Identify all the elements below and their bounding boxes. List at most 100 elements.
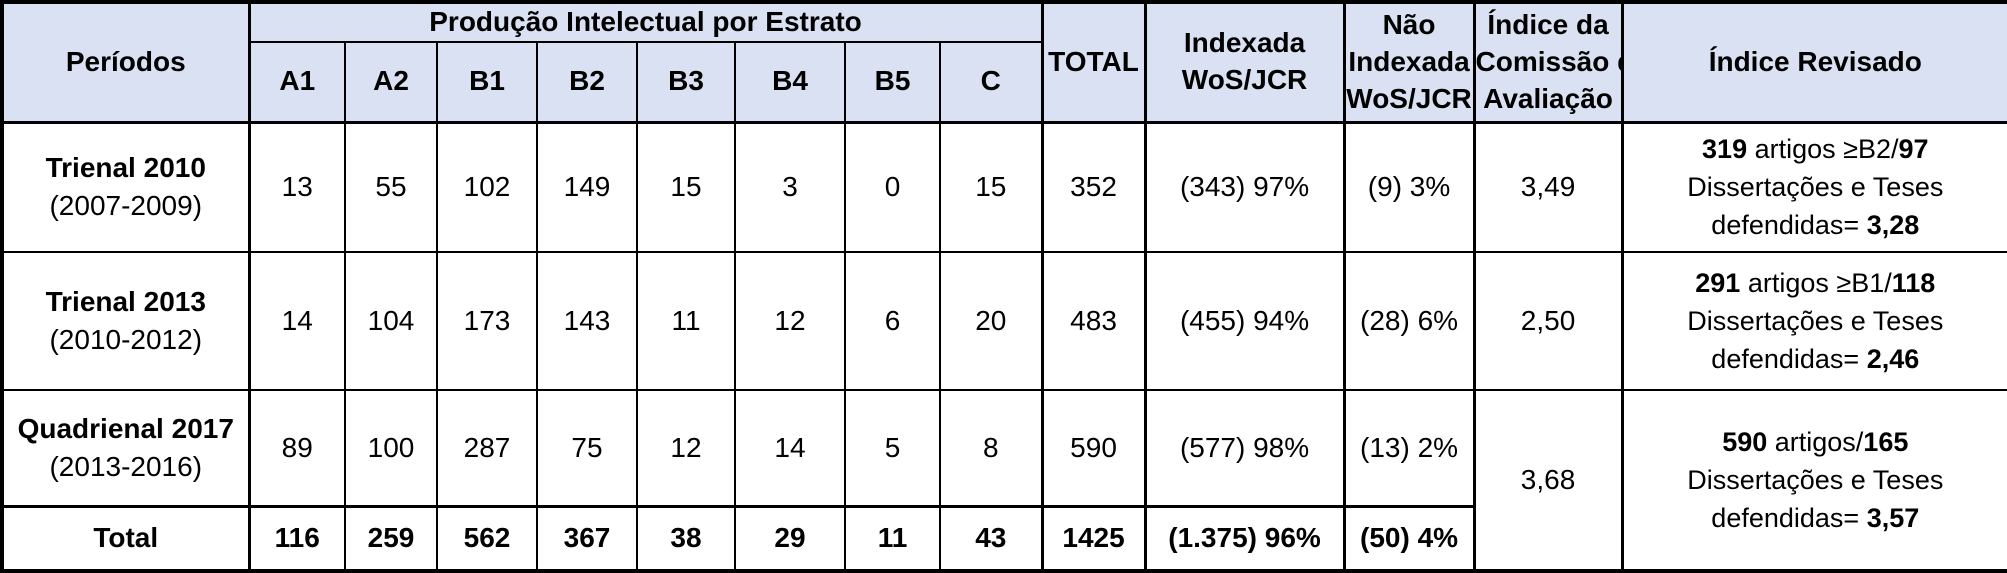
revisado-defendidas-label: defendidas=: [1711, 503, 1867, 534]
period-title: Trienal 2013: [45, 286, 206, 318]
stratum-cell-a1: 89: [247, 389, 346, 507]
stratum-cell-a2: 259: [344, 504, 438, 572]
indice-revisado-cell-merged: 590 artigos/165 Dissertações e Teses def…: [1620, 389, 2007, 572]
period-cell: Trienal 2010 (2007-2009): [1, 121, 250, 253]
header-row-1: Períodos Produção Intelectual por Estrat…: [1, 1, 2007, 124]
revisado-defendidas-label: defendidas=: [1711, 344, 1867, 375]
indexada-cell: (343) 97%: [1143, 121, 1346, 253]
stratum-cell-a2: 104: [344, 251, 438, 391]
row-trienal-2010: Trienal 2010 (2007-2009) 13 55 102 149 1…: [1, 121, 2007, 253]
stratum-cell-b3: 38: [636, 504, 736, 572]
indice-comissao-cell: 3,49: [1472, 121, 1624, 253]
stratum-cell-c: 43: [938, 504, 1044, 572]
stratum-cell-b4: 29: [734, 504, 846, 572]
total-cell: 483: [1040, 251, 1147, 391]
revisado-index-value: 3,57: [1866, 503, 1920, 534]
header-nao-indexada-wos-jcr: Não Indexada WoS/JCR: [1342, 1, 1476, 124]
stratum-cell-a1: 13: [247, 121, 346, 253]
header-stratum-b4: B4: [734, 41, 846, 124]
stratum-cell-b4: 14: [734, 389, 846, 507]
period-range: (2013-2016): [49, 450, 203, 482]
indexada-cell: (455) 94%: [1143, 251, 1346, 391]
period-range: (2010-2012): [49, 324, 203, 355]
revisado-line-1: 590 artigos/165: [1625, 423, 2007, 461]
stratum-cell-b1: 562: [436, 504, 538, 572]
header-periodos: Períodos: [1, 1, 250, 124]
indice-comissao-cell: 2,50: [1472, 251, 1624, 391]
revisado-artigos-label: artigos/: [1767, 426, 1864, 457]
stratum-cell-c: 15: [938, 121, 1044, 253]
revisado-artigos-count: 590: [1722, 426, 1768, 457]
stratum-cell-b5: 5: [844, 389, 941, 507]
nao-indexada-cell: (13) 2%: [1342, 389, 1476, 507]
period-title: Trienal 2010: [45, 152, 206, 184]
period-cell: Quadrienal 2017 (2013-2016): [1, 389, 250, 507]
row-total: Total 116 259 562 367 38 29 11 43 1425 (…: [1, 504, 2007, 572]
total-cell: 590: [1040, 389, 1147, 507]
header-stratum-a1: A1: [247, 41, 346, 124]
total-cell: 1425: [1040, 504, 1147, 572]
header-producao-estrato-group: Produção Intelectual por Estrato: [247, 1, 1044, 43]
stratum-cell-b1: 287: [436, 389, 538, 507]
stratum-cell-b2: 149: [536, 121, 638, 253]
period-range: (2007-2009): [49, 190, 203, 222]
indexada-cell: (577) 98%: [1143, 389, 1346, 507]
header-indice-revisado: Índice Revisado: [1620, 1, 2007, 124]
header-indexada-wos-jcr: Indexada WoS/JCR: [1143, 1, 1346, 124]
revisado-line-2: Dissertações e Teses: [1687, 305, 1944, 336]
row-quadrienal-2017: Quadrienal 2017 (2013-2016) 89 100 287 7…: [1, 389, 2007, 572]
revisado-line-2: Dissertações e Teses: [1687, 172, 1944, 203]
revisado-line-1: 291 artigos ≥B1/118: [1625, 264, 2007, 302]
revisado-line-2: Dissertações e Teses: [1687, 464, 1944, 495]
stratum-cell-c: 8: [938, 389, 1044, 507]
revisado-line-3: defendidas= 3,28: [1625, 206, 2007, 244]
revisado-defendidas-label: defendidas=: [1711, 210, 1867, 241]
stratum-cell-a1: 116: [247, 504, 346, 572]
revisado-index-value: 3,28: [1866, 210, 1920, 241]
indice-revisado-cell: 319 artigos ≥B2/97 Dissertações e Teses …: [1620, 121, 2007, 253]
total-cell: 352: [1040, 121, 1147, 253]
header-stratum-a2: A2: [344, 41, 438, 124]
revisado-line-1: 319 artigos ≥B2/97: [1625, 130, 2007, 168]
revisado-index-value: 2,46: [1866, 344, 1920, 375]
stratum-cell-b1: 173: [436, 251, 538, 391]
revisado-line-3: defendidas= 3,57: [1625, 499, 2007, 537]
stratum-cell-b5: 6: [844, 251, 941, 391]
stratum-cell-b5: 0: [844, 121, 941, 253]
revisado-teses-count: 97: [1898, 133, 1929, 164]
stratum-cell-b2: 367: [536, 504, 638, 572]
stratum-cell-c: 20: [938, 251, 1044, 391]
revisado-artigos-count: 291: [1695, 267, 1741, 298]
stratum-cell-b1: 102: [436, 121, 538, 253]
row-trienal-2013: Trienal 2013 (2010-2012) 14 104 173 143 …: [1, 251, 2007, 391]
header-indice-comissao: Índice da Comissão de Avaliação: [1472, 1, 1624, 124]
header-row-strata: A1 A2 B1 B2 B3 B4 B5 C: [2, 41, 2007, 124]
total-label-cell: Total: [1, 504, 250, 572]
stratum-cell-a2: 100: [344, 389, 438, 507]
nao-indexada-cell: (9) 3%: [1342, 121, 1476, 253]
stratum-cell-b3: 11: [636, 251, 736, 391]
stratum-cell-b5: 11: [844, 504, 941, 572]
revisado-artigos-label: artigos ≥B2/: [1747, 133, 1899, 164]
revisado-artigos-label: artigos ≥B1/: [1740, 267, 1892, 298]
header-total: TOTAL: [1040, 1, 1147, 124]
indice-comissao-cell-merged: 3,68: [1472, 389, 1624, 572]
stratum-cell-b2: 75: [536, 389, 638, 507]
period-title: Quadrienal 2017: [17, 412, 234, 444]
indice-revisado-cell: 291 artigos ≥B1/118 Dissertações e Teses…: [1620, 251, 2007, 391]
header-stratum-b2: B2: [536, 41, 638, 124]
header-stratum-c: C: [938, 41, 1044, 124]
header-stratum-b5: B5: [844, 41, 941, 124]
stratum-cell-b3: 12: [636, 389, 736, 507]
period-cell: Trienal 2013 (2010-2012): [1, 251, 250, 391]
header-stratum-b1: B1: [436, 41, 538, 124]
indexada-cell: (1.375) 96%: [1143, 504, 1346, 572]
header-stratum-b3: B3: [636, 41, 736, 124]
stratum-cell-b4: 12: [734, 251, 846, 391]
stratum-cell-b2: 143: [536, 251, 638, 391]
revisado-artigos-count: 319: [1702, 133, 1748, 164]
nao-indexada-cell: (28) 6%: [1342, 251, 1476, 391]
revisado-teses-count: 165: [1863, 426, 1909, 457]
nao-indexada-cell: (50) 4%: [1342, 504, 1476, 572]
